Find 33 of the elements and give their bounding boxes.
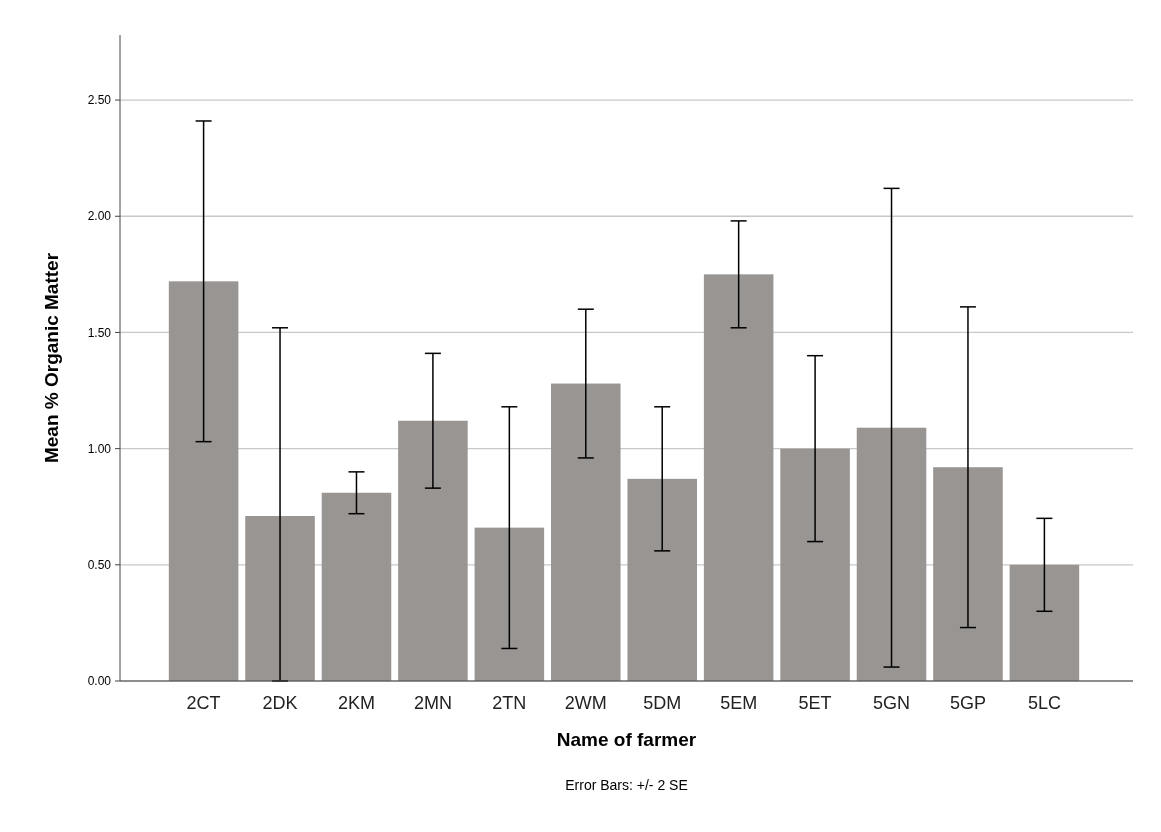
y-tick-label: 1.00: [87, 441, 112, 456]
text: Error Bars: +/- 2 SE: [565, 777, 688, 793]
y-tick-label: 0.00: [87, 674, 112, 689]
x-tick-label: 5DM: [643, 693, 682, 713]
x-tick-label: 5GN: [873, 693, 911, 713]
x-tick-label: 2WM: [564, 693, 607, 713]
bar: [856, 427, 927, 681]
x-axis-title: Name of farmer: [556, 729, 697, 750]
x-tick-label: 2TN: [492, 693, 527, 713]
x-tick-label: 2MN: [413, 693, 452, 713]
bar: [703, 274, 774, 681]
y-tick-label: 2.50: [87, 93, 112, 108]
bar: [627, 478, 697, 681]
y-tick-label: 2.00: [87, 209, 112, 224]
x-tick-label: 2DK: [262, 693, 298, 713]
bar: [933, 467, 1003, 681]
x-tick-label: 2CT: [186, 693, 221, 713]
bar: [474, 527, 545, 681]
y-axis-title: Mean % Organic Matter: [41, 252, 62, 464]
x-tick-label: 5GP: [949, 693, 986, 713]
bar: [168, 281, 239, 681]
x-tick-label: 5LC: [1027, 693, 1061, 713]
bar: [551, 383, 621, 681]
bar: [245, 516, 315, 681]
bar: [1009, 564, 1080, 681]
bar: [780, 448, 850, 681]
y-tick-label: 1.50: [87, 325, 112, 340]
bar: [321, 492, 392, 681]
bar: [398, 420, 468, 681]
y-tick-label: 0.50: [87, 558, 112, 573]
x-tick-label: 5ET: [798, 693, 832, 713]
x-tick-label: 5EM: [720, 693, 758, 713]
x-tick-label: 2KM: [337, 693, 375, 713]
